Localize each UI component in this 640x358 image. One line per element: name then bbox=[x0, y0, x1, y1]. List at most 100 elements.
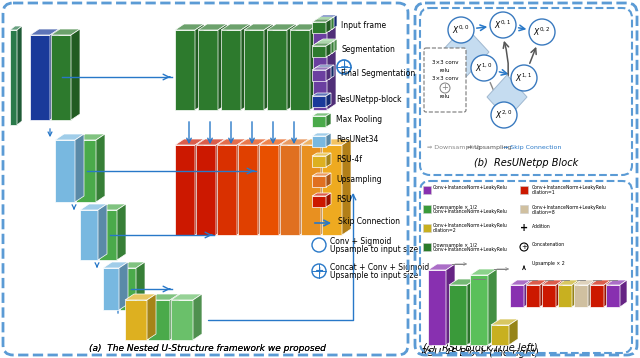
Text: Conv+InstanceNorm+LeakyRelu: Conv+InstanceNorm+LeakyRelu bbox=[532, 204, 607, 209]
Polygon shape bbox=[310, 24, 319, 110]
Polygon shape bbox=[470, 275, 488, 345]
Text: Upsample to input size: Upsample to input size bbox=[330, 245, 418, 253]
Polygon shape bbox=[175, 145, 195, 235]
Polygon shape bbox=[51, 35, 71, 120]
Text: Final Segmentation: Final Segmentation bbox=[341, 69, 415, 78]
Text: Downsample × 1/2: Downsample × 1/2 bbox=[433, 242, 477, 247]
Text: ⇒ Downsampling: ⇒ Downsampling bbox=[427, 145, 481, 150]
Text: dilation=1: dilation=1 bbox=[532, 190, 556, 195]
Circle shape bbox=[440, 83, 450, 93]
Text: Conv+InstanceNorm+LeakyRelu: Conv+InstanceNorm+LeakyRelu bbox=[433, 209, 508, 214]
Polygon shape bbox=[76, 140, 96, 202]
Circle shape bbox=[529, 19, 555, 45]
Polygon shape bbox=[312, 43, 331, 46]
Polygon shape bbox=[326, 43, 331, 57]
Polygon shape bbox=[301, 139, 330, 145]
Polygon shape bbox=[195, 24, 204, 110]
Polygon shape bbox=[446, 264, 455, 345]
Polygon shape bbox=[318, 42, 332, 53]
Polygon shape bbox=[428, 270, 446, 345]
Polygon shape bbox=[50, 29, 59, 120]
Text: dilation=2: dilation=2 bbox=[433, 228, 457, 233]
Polygon shape bbox=[98, 204, 107, 260]
Polygon shape bbox=[326, 113, 331, 127]
Polygon shape bbox=[99, 204, 126, 210]
Polygon shape bbox=[217, 139, 246, 145]
Polygon shape bbox=[526, 285, 540, 307]
Polygon shape bbox=[326, 173, 331, 187]
Polygon shape bbox=[290, 30, 310, 110]
Polygon shape bbox=[267, 30, 287, 110]
Bar bbox=[423, 186, 431, 194]
Text: (a)  The Nested U-Structure framework we proposed: (a) The Nested U-Structure framework we … bbox=[88, 344, 325, 353]
Polygon shape bbox=[318, 18, 332, 29]
Text: relu: relu bbox=[440, 95, 451, 100]
Polygon shape bbox=[312, 196, 326, 207]
Text: → Skip Connection: → Skip Connection bbox=[503, 145, 561, 150]
Polygon shape bbox=[71, 29, 80, 120]
Polygon shape bbox=[588, 280, 595, 307]
Polygon shape bbox=[449, 279, 476, 285]
Polygon shape bbox=[96, 134, 105, 202]
Polygon shape bbox=[470, 269, 497, 275]
Polygon shape bbox=[315, 17, 334, 20]
FancyBboxPatch shape bbox=[424, 48, 466, 112]
Polygon shape bbox=[55, 140, 75, 202]
Polygon shape bbox=[315, 41, 334, 44]
Polygon shape bbox=[216, 139, 225, 235]
Circle shape bbox=[511, 65, 537, 91]
Polygon shape bbox=[244, 30, 264, 110]
Polygon shape bbox=[326, 133, 331, 147]
Polygon shape bbox=[125, 300, 147, 340]
Polygon shape bbox=[80, 210, 98, 260]
Polygon shape bbox=[195, 139, 204, 235]
Polygon shape bbox=[264, 24, 273, 110]
Text: (b)  ResUNetpp Block: (b) ResUNetpp Block bbox=[474, 158, 578, 168]
Circle shape bbox=[490, 12, 516, 38]
Polygon shape bbox=[329, 65, 334, 79]
Polygon shape bbox=[326, 19, 331, 33]
Polygon shape bbox=[326, 67, 331, 81]
Polygon shape bbox=[487, 75, 527, 119]
Polygon shape bbox=[510, 280, 531, 285]
Polygon shape bbox=[342, 139, 351, 235]
Polygon shape bbox=[542, 280, 563, 285]
Polygon shape bbox=[312, 22, 326, 33]
Text: Segmentation: Segmentation bbox=[341, 45, 395, 54]
Polygon shape bbox=[572, 280, 579, 307]
Polygon shape bbox=[238, 139, 267, 145]
Polygon shape bbox=[467, 279, 476, 345]
Polygon shape bbox=[604, 280, 611, 307]
Text: +: + bbox=[442, 83, 449, 92]
Text: dilation=8: dilation=8 bbox=[532, 209, 556, 214]
Text: +: + bbox=[339, 62, 349, 72]
Text: $X^{0,0}$: $X^{0,0}$ bbox=[452, 24, 470, 36]
Polygon shape bbox=[606, 285, 620, 307]
Bar bbox=[423, 224, 431, 232]
Polygon shape bbox=[312, 67, 331, 70]
Polygon shape bbox=[312, 193, 331, 196]
Polygon shape bbox=[198, 24, 227, 30]
Polygon shape bbox=[287, 24, 296, 110]
Polygon shape bbox=[318, 15, 337, 18]
Polygon shape bbox=[540, 280, 547, 307]
Text: Upsample × 2: Upsample × 2 bbox=[532, 261, 564, 266]
Polygon shape bbox=[574, 285, 588, 307]
Polygon shape bbox=[312, 156, 326, 167]
Polygon shape bbox=[315, 68, 329, 79]
Polygon shape bbox=[312, 113, 331, 116]
Polygon shape bbox=[315, 20, 329, 31]
Polygon shape bbox=[241, 24, 250, 110]
Polygon shape bbox=[329, 41, 334, 55]
Polygon shape bbox=[290, 24, 319, 30]
Polygon shape bbox=[30, 35, 50, 120]
Polygon shape bbox=[196, 139, 225, 145]
Polygon shape bbox=[218, 24, 227, 110]
Polygon shape bbox=[71, 29, 80, 120]
Text: RSU: RSU bbox=[336, 195, 351, 204]
Polygon shape bbox=[171, 294, 202, 300]
Polygon shape bbox=[312, 96, 326, 107]
Text: $X^{2,0}$: $X^{2,0}$ bbox=[495, 109, 513, 121]
Polygon shape bbox=[326, 93, 331, 107]
Bar bbox=[520, 205, 528, 213]
